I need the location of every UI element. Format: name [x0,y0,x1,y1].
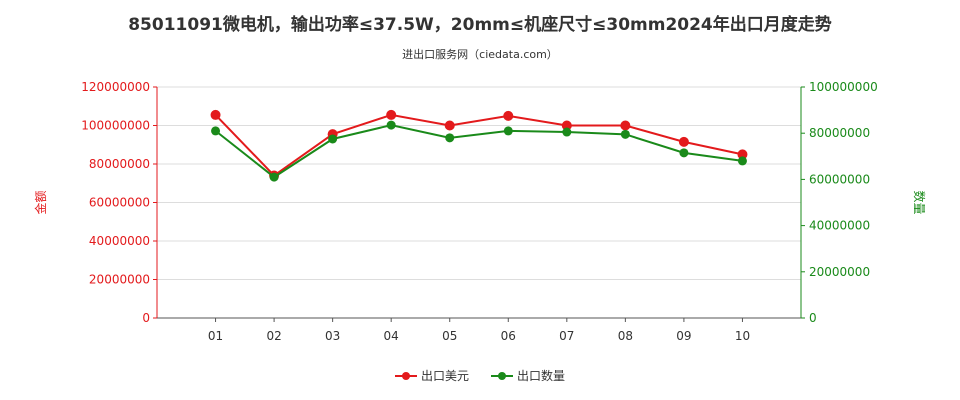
data-point-export-value[interactable] [386,109,397,120]
data-point-export-quantity[interactable] [679,148,689,158]
data-point-export-quantity[interactable] [503,126,513,136]
legend-item-export-value[interactable]: 出口美元 [394,367,469,384]
data-point-export-value[interactable] [678,136,689,147]
x-tick-label: 04 [384,329,399,343]
data-point-export-value[interactable] [737,149,748,160]
y-right-axis-title: 数量 [912,190,927,214]
data-point-export-value[interactable] [444,120,455,131]
legend-item-export-quantity[interactable]: 出口数量 [491,367,565,384]
series-line-export-value [214,113,743,177]
legend-swatch-export-quantity [491,370,513,382]
chart-legend: 出口美元 出口数量 [0,367,960,384]
x-tick-label: 08 [618,329,633,343]
data-point-export-value[interactable] [561,120,572,131]
data-point-export-value[interactable] [210,109,221,120]
y-left-axis-title: 金额 [33,190,48,214]
x-tick-label: 06 [501,329,516,343]
y-right-tick-label: 20000000 [809,265,870,279]
x-tick-label: 07 [559,329,574,343]
x-tick-label: 02 [266,329,281,343]
y-left-tick-label: 40000000 [89,234,150,248]
x-tick-label: 05 [442,329,457,343]
data-point-export-quantity[interactable] [620,129,630,139]
y-right-tick-label: 100000000 [809,80,878,94]
y-right-tick-label: 0 [809,311,817,325]
data-point-export-value[interactable] [503,110,514,121]
legend-label-export-quantity: 出口数量 [517,369,566,383]
y-left-tick-label: 60000000 [89,196,150,210]
y-left-tick-label: 0 [142,311,150,325]
x-tick-label: 01 [208,329,223,343]
chart-subtitle: 进出口服务网（ciedata.com） [402,48,558,61]
legend-swatch-export-value [394,370,417,382]
y-left-tick-label: 120000000 [81,80,150,94]
x-tick-label: 03 [325,329,340,343]
data-point-export-quantity[interactable] [328,134,338,144]
y-right-tick-label: 80000000 [809,126,870,140]
series-line-export-quantity [214,124,743,179]
data-point-export-quantity[interactable] [562,127,572,137]
data-point-export-quantity[interactable] [211,126,221,136]
y-right-tick-label: 60000000 [809,172,870,186]
y-left-tick-label: 100000000 [81,119,150,133]
y-left-tick-label: 20000000 [89,273,150,287]
data-point-export-quantity[interactable] [737,156,747,166]
data-point-export-quantity[interactable] [386,120,396,130]
data-point-export-value[interactable] [620,120,631,131]
x-tick-label: 10 [735,329,750,343]
x-tick-label: 09 [676,329,691,343]
y-left-tick-label: 80000000 [89,157,150,171]
y-right-tick-label: 40000000 [809,219,870,233]
data-point-export-quantity[interactable] [269,172,279,182]
legend-label-export-value: 出口美元 [420,369,469,383]
data-point-export-quantity[interactable] [445,133,455,143]
chart-title: 85011091微电机，输出功率≤37.5W，20mm≤机座尺寸≤30mm202… [128,15,832,35]
